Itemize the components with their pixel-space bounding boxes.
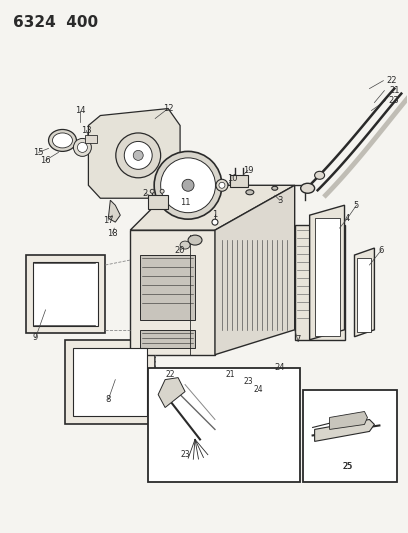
Ellipse shape <box>116 133 161 178</box>
Ellipse shape <box>315 171 325 179</box>
Text: 21: 21 <box>225 370 235 379</box>
Bar <box>65 340 155 424</box>
Bar <box>140 255 195 320</box>
Bar <box>148 195 168 209</box>
Polygon shape <box>215 185 295 354</box>
Polygon shape <box>310 205 344 340</box>
Text: 21: 21 <box>389 86 399 95</box>
Polygon shape <box>109 200 120 222</box>
Text: 2: 2 <box>142 189 148 198</box>
Ellipse shape <box>191 198 199 203</box>
Text: 12: 12 <box>163 104 173 113</box>
Text: 6: 6 <box>379 246 384 255</box>
Text: 9: 9 <box>33 333 38 342</box>
Polygon shape <box>355 248 375 337</box>
Ellipse shape <box>150 189 154 193</box>
Text: 14: 14 <box>75 106 86 115</box>
Ellipse shape <box>180 241 190 249</box>
Text: 8: 8 <box>106 395 111 404</box>
Text: 10: 10 <box>227 174 237 183</box>
Bar <box>85 135 98 143</box>
Ellipse shape <box>78 142 87 152</box>
Ellipse shape <box>124 141 152 169</box>
Text: 13: 13 <box>81 126 92 135</box>
Text: 1: 1 <box>212 209 217 219</box>
Bar <box>295 225 344 340</box>
Text: 17: 17 <box>103 216 114 224</box>
Text: 24: 24 <box>253 385 263 394</box>
Text: 16: 16 <box>40 156 51 165</box>
Ellipse shape <box>216 179 228 191</box>
Bar <box>140 330 195 348</box>
Ellipse shape <box>219 182 225 188</box>
Bar <box>357 258 371 332</box>
Polygon shape <box>130 185 295 230</box>
Text: 23: 23 <box>180 450 190 459</box>
Text: 19: 19 <box>243 166 253 175</box>
Bar <box>33 262 98 326</box>
Ellipse shape <box>246 190 254 195</box>
Polygon shape <box>158 377 185 408</box>
Text: 7: 7 <box>295 335 300 344</box>
Ellipse shape <box>212 219 218 225</box>
Bar <box>303 390 397 482</box>
Ellipse shape <box>53 133 73 148</box>
Text: 3: 3 <box>277 196 282 205</box>
Text: 18: 18 <box>107 229 118 238</box>
Ellipse shape <box>133 150 143 160</box>
Text: 23: 23 <box>388 96 399 105</box>
Text: 6324  400: 6324 400 <box>13 15 98 30</box>
Ellipse shape <box>272 186 278 190</box>
Bar <box>148 368 299 482</box>
Ellipse shape <box>301 183 315 193</box>
Text: 25: 25 <box>342 462 353 471</box>
Ellipse shape <box>182 179 194 191</box>
Ellipse shape <box>73 139 91 156</box>
Ellipse shape <box>161 158 215 213</box>
Text: 5: 5 <box>354 201 359 209</box>
Polygon shape <box>315 419 375 441</box>
Text: 22: 22 <box>386 76 397 85</box>
Text: 15: 15 <box>33 148 44 157</box>
Text: 24: 24 <box>275 363 285 372</box>
Ellipse shape <box>154 151 222 219</box>
Polygon shape <box>130 230 215 354</box>
Ellipse shape <box>160 189 164 193</box>
Bar <box>230 175 248 187</box>
Bar <box>26 255 105 333</box>
Polygon shape <box>89 109 180 198</box>
Text: 22: 22 <box>165 370 175 379</box>
Text: 11: 11 <box>180 198 190 207</box>
Bar <box>315 218 339 336</box>
Text: 20: 20 <box>175 246 185 255</box>
Bar <box>73 348 147 416</box>
Ellipse shape <box>188 235 202 245</box>
Ellipse shape <box>49 130 76 151</box>
Polygon shape <box>330 411 368 430</box>
Text: 4: 4 <box>345 214 350 223</box>
Text: 23: 23 <box>243 377 253 386</box>
Text: 25: 25 <box>343 462 353 471</box>
